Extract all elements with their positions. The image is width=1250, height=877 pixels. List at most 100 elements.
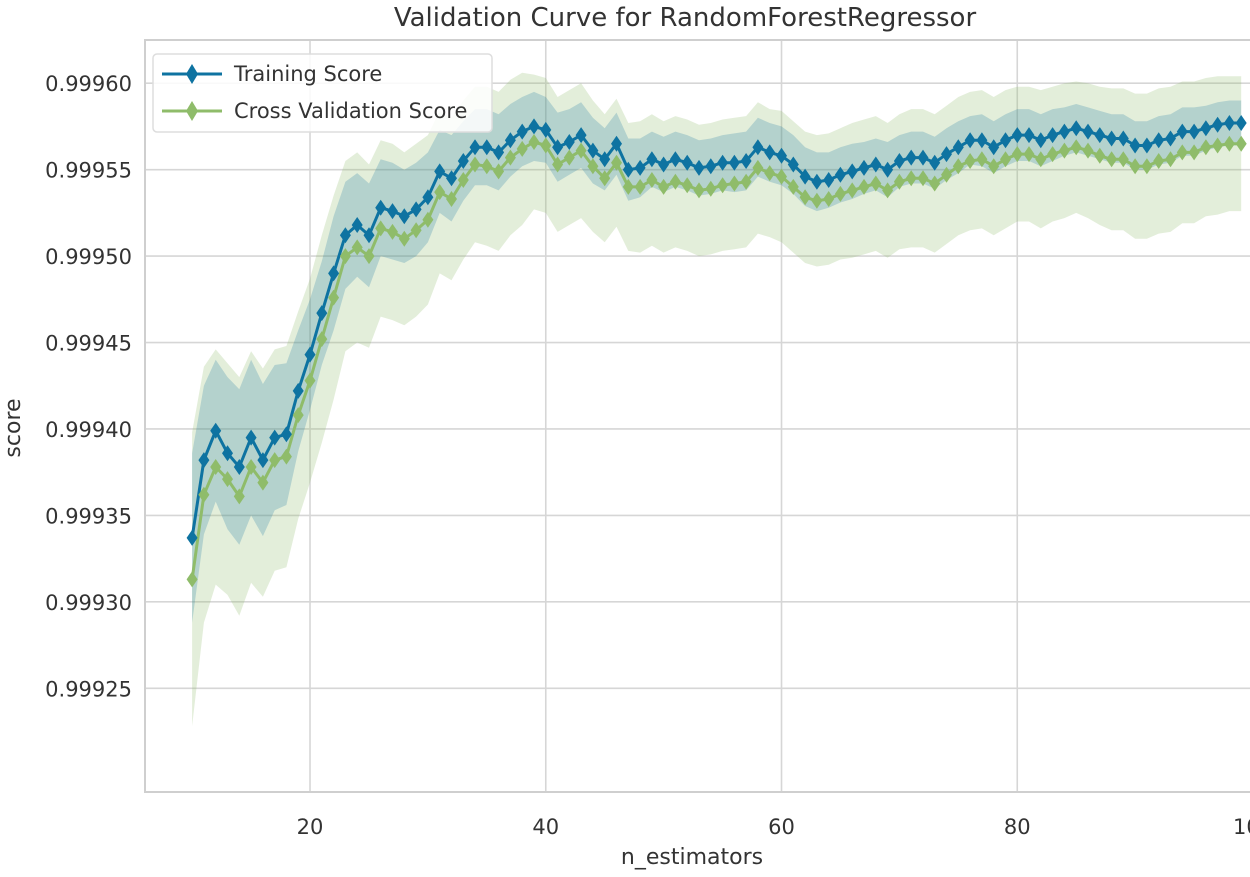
- cv-score-marker: [398, 230, 410, 247]
- legend: Training Score Cross Validation Score: [152, 53, 493, 133]
- training-score-marker: [269, 429, 281, 446]
- x-tick-label: 80: [1004, 815, 1031, 839]
- y-tick-label: 0.99950: [45, 245, 132, 269]
- training-score-marker: [941, 146, 952, 163]
- x-tick-labels: 20 40 60 80 100: [297, 815, 1250, 839]
- cv-score-marker: [634, 178, 646, 195]
- cv-score-marker: [846, 182, 858, 199]
- training-score-marker: [410, 201, 422, 218]
- cv-score-marker: [1035, 151, 1047, 168]
- cv-score-marker: [952, 158, 964, 175]
- cv-score-marker: [493, 163, 505, 180]
- cv-score-marker: [870, 175, 882, 192]
- x-axis-label: n_estimators: [621, 845, 763, 870]
- cv-score-marker: [387, 223, 398, 240]
- legend-swatch-cv-marker: [186, 101, 198, 121]
- training-score-marker: [1035, 132, 1047, 149]
- training-score-marker: [375, 199, 387, 216]
- x-tick-label: 20: [297, 815, 324, 839]
- cv-score-marker: [858, 178, 870, 195]
- cv-score-marker: [1058, 142, 1070, 159]
- training-score-marker: [233, 459, 245, 475]
- confidence-bands: [192, 72, 1242, 727]
- cv-score-marker: [375, 220, 387, 237]
- training-score-marker: [328, 265, 340, 282]
- cv-score-marker: [976, 151, 988, 168]
- training-score-marker: [964, 132, 976, 149]
- y-tick-label: 0.99960: [45, 72, 132, 96]
- training-score-marker: [1176, 123, 1188, 140]
- legend-label-cv: Cross Validation Score: [234, 99, 467, 123]
- training-score-marker: [952, 139, 964, 156]
- training-score-marker: [257, 452, 269, 469]
- training-score-marker: [304, 346, 316, 363]
- cv-score-marker: [434, 184, 446, 201]
- cv-score-marker: [658, 178, 670, 195]
- cv-score-marker: [280, 448, 292, 465]
- training-score-marker: [717, 154, 729, 171]
- cv-score-marker: [528, 134, 540, 150]
- cv-score-marker: [1011, 146, 1023, 163]
- cv-score-marker: [245, 459, 257, 475]
- training-score-marker: [339, 227, 351, 244]
- training-score-marker: [634, 159, 646, 176]
- cv-score-marker: [587, 158, 599, 175]
- training-score-marker: [905, 149, 917, 166]
- cv-score-marker: [1082, 142, 1094, 159]
- training-score-marker: [563, 134, 575, 150]
- cv-score-band: [192, 72, 1242, 727]
- cv-score-marker: [304, 372, 316, 389]
- training-score-marker: [528, 118, 540, 135]
- cv-score-marker: [1223, 135, 1235, 152]
- cv-score-marker: [1117, 151, 1129, 168]
- training-score-marker: [752, 139, 764, 156]
- cv-score-marker: [622, 178, 634, 195]
- training-score-marker: [1082, 123, 1094, 140]
- cv-score-marker: [717, 177, 729, 194]
- cv-score-marker: [1165, 151, 1176, 168]
- cv-score-marker: [446, 191, 457, 207]
- training-score-marker: [728, 154, 740, 171]
- legend-box: [152, 53, 493, 133]
- cv-score-marker: [611, 154, 622, 171]
- training-score-marker: [823, 172, 835, 188]
- training-score-marker: [1000, 132, 1011, 149]
- cv-score-marker: [504, 149, 516, 166]
- training-score-marker: [929, 154, 941, 171]
- training-score-marker: [705, 158, 717, 175]
- cv-score-marker: [198, 486, 210, 503]
- training-score-marker: [681, 154, 693, 171]
- training-score-marker: [552, 139, 564, 156]
- training-score-marker: [198, 452, 210, 469]
- plot-frame: [144, 39, 1250, 793]
- cv-score-marker: [328, 289, 340, 306]
- cv-score-marker: [410, 222, 422, 239]
- cv-score-marker: [669, 173, 681, 190]
- training-score-marker: [422, 189, 434, 206]
- cv-score-marker: [834, 185, 846, 202]
- x-tick-label: 40: [532, 815, 559, 839]
- y-tick-label: 0.99930: [45, 591, 132, 615]
- training-score-marker: [434, 163, 446, 180]
- cv-score-marker: [422, 211, 434, 228]
- training-score-marker: [504, 132, 516, 149]
- cv-score-marker: [269, 452, 281, 469]
- cv-score-marker: [728, 175, 740, 192]
- cv-score-marker: [1070, 139, 1082, 156]
- training-score-marker: [1106, 130, 1118, 147]
- training-score-marker: [658, 156, 670, 173]
- training-score-marker: [245, 429, 257, 446]
- training-score-marker: [387, 203, 398, 220]
- cv-score-marker: [316, 331, 328, 348]
- training-score-marker: [1235, 115, 1247, 131]
- cv-score-marker: [210, 459, 222, 475]
- training-score-marker: [1223, 115, 1235, 131]
- cv-score-marker: [823, 191, 835, 207]
- training-score-marker: [1188, 123, 1200, 140]
- training-score-marker: [1212, 116, 1224, 133]
- training-score-marker: [292, 382, 304, 399]
- cv-score-marker: [1023, 146, 1035, 163]
- training-score-marker: [316, 305, 328, 322]
- training-score-marker: [1141, 137, 1153, 154]
